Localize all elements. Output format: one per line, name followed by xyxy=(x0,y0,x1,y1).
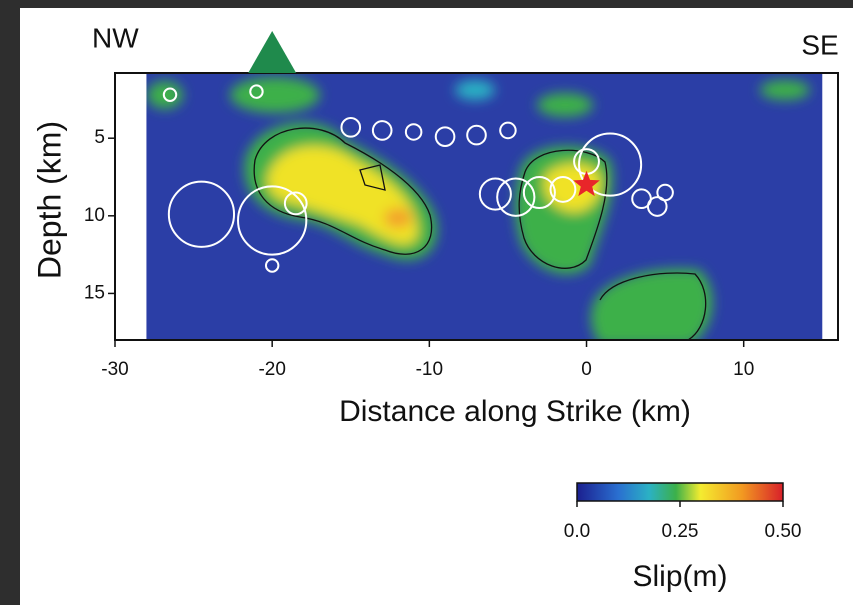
colorbar xyxy=(577,483,783,501)
x-axis-label: Distance along Strike (km) xyxy=(339,395,691,428)
slip-field xyxy=(145,73,823,345)
colorbar-tick-label: 0.25 xyxy=(662,521,699,542)
x-tick-label: 10 xyxy=(733,359,754,380)
colorbar-label: Slip(m) xyxy=(633,560,728,593)
colorbar-tick-label: 0.50 xyxy=(765,521,802,542)
x-tick-label: -20 xyxy=(258,359,285,380)
x-tick-label: 0 xyxy=(581,359,592,380)
y-tick-label: 15 xyxy=(84,282,105,303)
y-tick-label: 5 xyxy=(94,127,105,148)
y-tick-label: 10 xyxy=(84,205,105,226)
slip-background xyxy=(145,73,823,340)
x-tick-label: -10 xyxy=(416,359,443,380)
page: {"chart_data": {"type": "slip-map", "lef… xyxy=(0,0,853,605)
nw-label: NW xyxy=(92,22,139,53)
no-model-left xyxy=(116,74,146,339)
no-model-right xyxy=(822,74,837,339)
x-tick-label: -30 xyxy=(101,359,128,380)
colorbar-tick-label: 0.0 xyxy=(564,521,590,542)
se-label: SE xyxy=(801,29,838,60)
y-axis-label: Depth (km) xyxy=(31,121,67,279)
chart: NW SE Depth (km) Distance along Strike (… xyxy=(0,0,853,605)
